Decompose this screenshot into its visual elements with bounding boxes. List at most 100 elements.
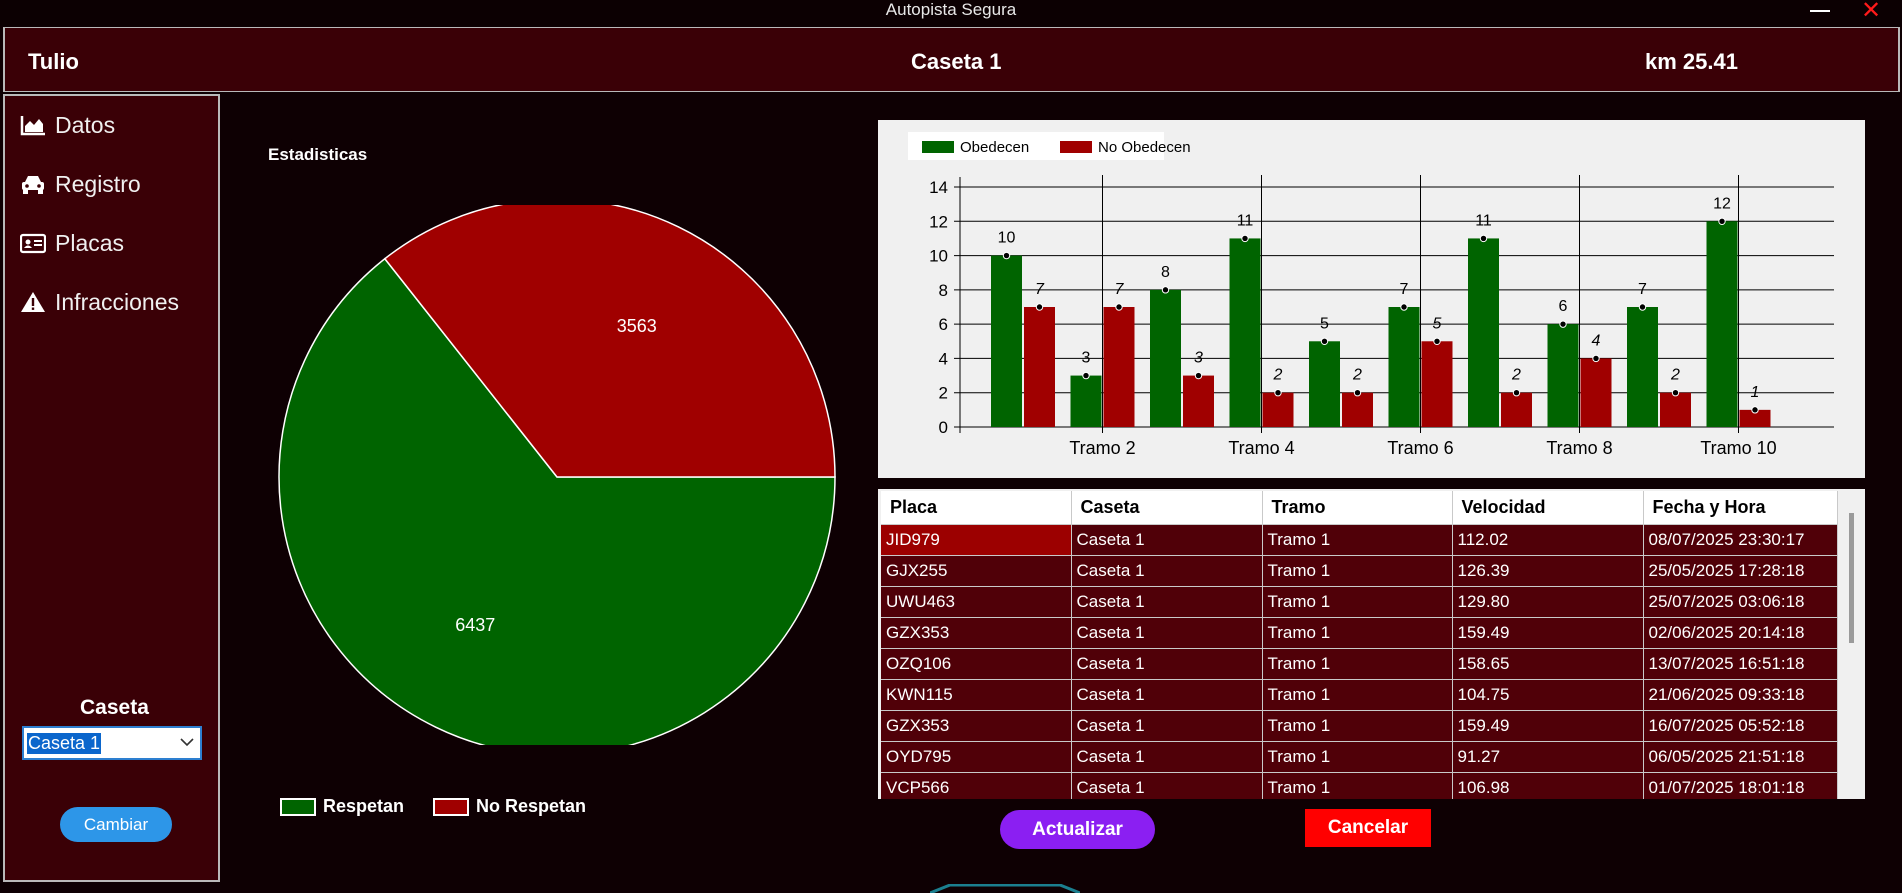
records-table[interactable]: Placa Caseta Tramo Velocidad Fecha y Hor…	[878, 489, 1865, 799]
bar-value-label: 11	[1475, 212, 1492, 229]
table-row[interactable]: VCP566 Caseta 1 Tramo 1 106.98 01/07/2025 18…	[881, 772, 1838, 799]
sidebar-item-datos[interactable]: Datos	[20, 110, 115, 140]
cell-caseta[interactable]: Caseta 1	[1071, 772, 1263, 799]
cell-velocidad[interactable]: 159.49	[1452, 617, 1644, 649]
bar-obedecen	[991, 255, 1022, 427]
column-header-tramo[interactable]: Tramo	[1262, 491, 1453, 525]
cell-placa[interactable]: VCP566	[881, 772, 1072, 799]
cell-tramo[interactable]: Tramo 1	[1262, 741, 1453, 773]
column-header-fecha[interactable]: Fecha y Hora	[1643, 491, 1838, 525]
cell-placa[interactable]: JID979	[881, 524, 1072, 556]
cell-velocidad[interactable]: 112.02	[1452, 524, 1644, 556]
cell-velocidad[interactable]: 158.65	[1452, 648, 1644, 680]
user-name: Tulio	[28, 49, 79, 74]
cambiar-button[interactable]: Cambiar	[60, 807, 172, 842]
bar-no-obedecen	[1262, 392, 1294, 427]
cell-velocidad[interactable]: 159.49	[1452, 710, 1644, 742]
bar-value-label: 3	[1194, 350, 1203, 367]
cell-caseta[interactable]: Caseta 1	[1071, 679, 1263, 711]
sidebar-item-placas[interactable]: Placas	[20, 228, 124, 258]
bar-obedecen	[1388, 307, 1420, 427]
cell-fecha[interactable]: 25/05/2025 17:28:18	[1643, 555, 1838, 587]
bar-no-obedecen	[1501, 392, 1532, 427]
column-header-caseta[interactable]: Caseta	[1071, 491, 1263, 525]
sidebar-item-infracciones[interactable]: Infracciones	[20, 287, 179, 317]
cell-caseta[interactable]: Caseta 1	[1071, 710, 1263, 742]
cell-caseta[interactable]: Caseta 1	[1071, 524, 1263, 556]
cell-velocidad[interactable]: 126.39	[1452, 555, 1644, 587]
legend-no-respetan: No Respetan	[433, 796, 586, 817]
cell-placa[interactable]: GZX353	[881, 710, 1072, 742]
cell-caseta[interactable]: Caseta 1	[1071, 555, 1263, 587]
table-row[interactable]: KWN115 Caseta 1 Tramo 1 104.75 21/06/2025 09…	[881, 679, 1838, 711]
sidebar-item-label: Placas	[55, 229, 125, 256]
minimize-button[interactable]	[1801, 0, 1839, 22]
cell-placa[interactable]: UWU463	[881, 586, 1072, 618]
column-header-placa[interactable]: Placa	[881, 491, 1072, 525]
cell-velocidad[interactable]: 104.75	[1452, 679, 1644, 711]
cell-caseta[interactable]: Caseta 1	[1071, 741, 1263, 773]
bar-marker	[1161, 286, 1170, 294]
table-row[interactable]: OYD795 Caseta 1 Tramo 1 91.27 06/05/2025 21:…	[881, 741, 1838, 773]
sidebar-item-label: Infracciones	[55, 288, 180, 315]
cell-tramo[interactable]: Tramo 1	[1262, 617, 1453, 649]
cell-fecha[interactable]: 13/07/2025 16:51:18	[1643, 648, 1838, 680]
bar-value-label: 7	[1115, 281, 1125, 298]
bar-marker	[1002, 251, 1011, 260]
cell-tramo[interactable]: Tramo 1	[1262, 772, 1453, 799]
cell-tramo[interactable]: Tramo 1	[1262, 679, 1453, 711]
table-row[interactable]: GZX353 Caseta 1 Tramo 1 159.49 02/06/2025 20…	[881, 617, 1838, 649]
cell-fecha[interactable]: 16/07/2025 05:52:18	[1643, 710, 1838, 742]
cell-fecha[interactable]: 25/07/2025 03:06:18	[1643, 586, 1838, 618]
cell-placa[interactable]: GJX255	[881, 555, 1072, 587]
cell-placa[interactable]: OZQ106	[881, 648, 1072, 680]
cell-tramo[interactable]: Tramo 1	[1262, 555, 1453, 587]
window-title: Autopista Segura	[885, 0, 1017, 19]
cell-velocidad[interactable]: 129.80	[1452, 586, 1644, 618]
cell-fecha[interactable]: 01/07/2025 18:01:18	[1643, 772, 1838, 799]
cell-fecha[interactable]: 06/05/2025 21:51:18	[1643, 741, 1838, 773]
bar-value-label: 2	[1352, 367, 1362, 384]
bar-marker	[1559, 320, 1567, 328]
column-header-velocidad[interactable]: Velocidad	[1452, 491, 1644, 525]
header-caseta: Caseta 1	[911, 49, 1002, 74]
cell-tramo[interactable]: Tramo 1	[1262, 524, 1453, 556]
x-tick-label: Tramo 6	[1387, 438, 1453, 458]
cancelar-button[interactable]: Cancelar	[1305, 809, 1431, 847]
table-row[interactable]: JID979 Caseta 1 Tramo 1 112.02 08/07/2025 23…	[881, 524, 1838, 556]
cell-fecha[interactable]: 21/06/2025 09:33:18	[1643, 679, 1838, 711]
caseta-select[interactable]: Caseta 1	[22, 726, 202, 760]
legend-label: Respetan	[323, 796, 405, 816]
sidebar-item-registro[interactable]: Registro	[20, 169, 141, 199]
bar-value-label: 8	[1161, 264, 1170, 281]
cell-tramo[interactable]: Tramo 1	[1262, 710, 1453, 742]
cell-velocidad[interactable]: 106.98	[1452, 772, 1644, 799]
bar-marker	[1241, 234, 1249, 243]
cell-caseta[interactable]: Caseta 1	[1071, 617, 1263, 649]
cell-fecha[interactable]: 08/07/2025 23:30:17	[1643, 524, 1838, 556]
y-tick-label: 4	[939, 349, 948, 368]
bar-obedecen	[1706, 221, 1738, 427]
bar-no-obedecen	[1421, 341, 1453, 427]
bar-marker	[1320, 337, 1329, 345]
actualizar-button[interactable]: Actualizar	[1000, 810, 1155, 849]
cell-fecha[interactable]: 02/06/2025 20:14:18	[1643, 617, 1838, 649]
bar-obedecen	[1229, 238, 1261, 427]
cell-caseta[interactable]: Caseta 1	[1071, 648, 1263, 680]
bar-value-label: 5	[1433, 315, 1442, 332]
cell-tramo[interactable]: Tramo 1	[1262, 648, 1453, 680]
cell-placa[interactable]: KWN115	[881, 679, 1072, 711]
cell-placa[interactable]: GZX353	[881, 617, 1072, 649]
cell-velocidad[interactable]: 91.27	[1452, 741, 1644, 773]
table-row[interactable]: GZX353 Caseta 1 Tramo 1 159.49 16/07/2025 05…	[881, 710, 1838, 742]
cell-caseta[interactable]: Caseta 1	[1071, 586, 1263, 618]
cell-tramo[interactable]: Tramo 1	[1262, 586, 1453, 618]
table-row[interactable]: OZQ106 Caseta 1 Tramo 1 158.65 13/07/2025 16…	[881, 648, 1838, 680]
chevron-down-icon	[180, 738, 194, 747]
close-button[interactable]: ✕	[1852, 0, 1890, 23]
bar-value-label: 12	[1713, 195, 1731, 212]
table-row[interactable]: UWU463 Caseta 1 Tramo 1 129.80 25/07/2025 03…	[881, 586, 1838, 618]
cell-placa[interactable]: OYD795	[881, 741, 1072, 773]
table-scrollbar[interactable]	[1849, 513, 1854, 643]
table-row[interactable]: GJX255 Caseta 1 Tramo 1 126.39 25/05/2025 17…	[881, 555, 1838, 587]
